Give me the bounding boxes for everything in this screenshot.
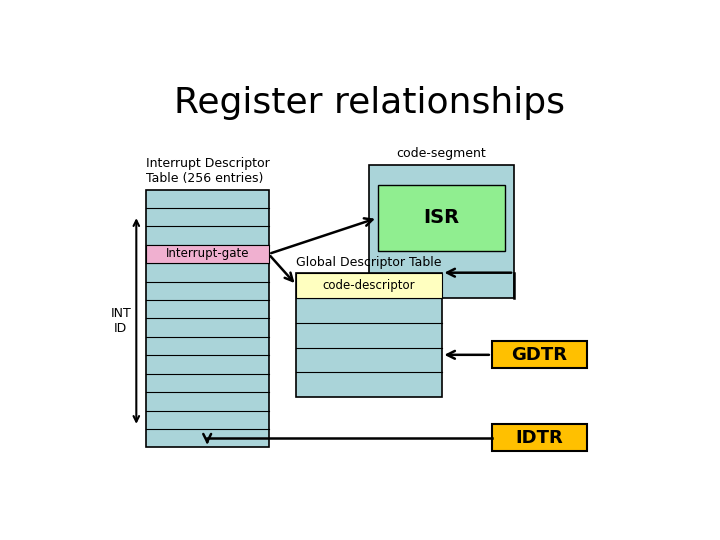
Bar xyxy=(492,424,587,451)
Text: Interrupt Descriptor
Table (256 entries): Interrupt Descriptor Table (256 entries) xyxy=(145,157,269,185)
Text: ISR: ISR xyxy=(423,208,459,227)
Text: code-segment: code-segment xyxy=(397,147,487,160)
Text: INT
ID: INT ID xyxy=(110,307,131,335)
Text: Register relationships: Register relationships xyxy=(174,85,564,119)
Bar xyxy=(145,245,269,263)
Text: IDTR: IDTR xyxy=(516,429,563,447)
Bar xyxy=(297,273,441,397)
Bar xyxy=(297,273,441,298)
Text: GDTR: GDTR xyxy=(511,346,567,364)
Text: Interrupt-gate: Interrupt-gate xyxy=(166,247,249,260)
Text: Global Descriptor Table: Global Descriptor Table xyxy=(296,255,442,268)
Bar xyxy=(369,165,514,298)
Text: code-descriptor: code-descriptor xyxy=(323,279,415,292)
Bar xyxy=(378,185,505,251)
Bar xyxy=(145,190,269,447)
Bar xyxy=(492,341,587,368)
